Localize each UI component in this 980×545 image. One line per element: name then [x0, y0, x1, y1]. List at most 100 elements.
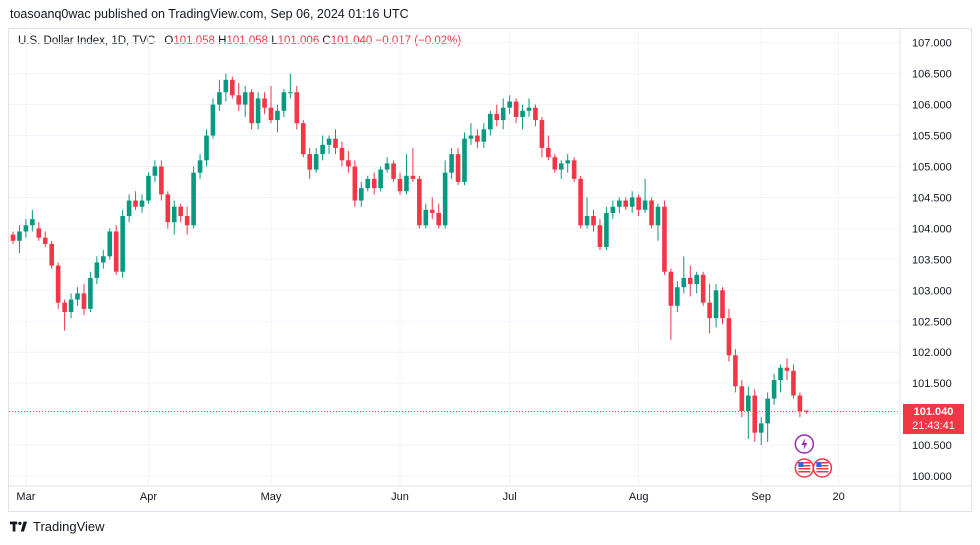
candle-body: [526, 107, 532, 111]
low-label: L: [271, 35, 278, 47]
last-price-tag: 101.040 21:43:41: [903, 404, 964, 434]
candle-body: [481, 129, 487, 142]
candle-body: [339, 147, 345, 161]
candle-body: [262, 98, 267, 108]
high-label: H: [218, 35, 227, 47]
x-tick-label: 20: [832, 491, 844, 503]
candle-body: [784, 367, 790, 371]
y-tick-label: 104.000: [912, 223, 952, 235]
candle-body: [113, 231, 119, 272]
candle-body: [352, 166, 358, 201]
us-flag-stripe: [816, 462, 829, 464]
y-tick-label: 100.500: [912, 440, 952, 452]
us-flag-canton: [816, 462, 822, 467]
candle-body: [120, 216, 125, 272]
candle-body: [468, 135, 474, 139]
candle-body: [204, 135, 209, 161]
candle-body: [423, 209, 429, 226]
candle-body: [558, 163, 564, 170]
candle-body: [797, 395, 803, 412]
y-tick-label: 102.500: [912, 316, 952, 328]
us-flag-canton: [798, 462, 804, 467]
x-tick-label: Apr: [140, 491, 157, 503]
symbol-label[interactable]: U.S. Dollar Index, 1D, TVC: [18, 35, 156, 47]
candle-body: [139, 200, 145, 207]
candle-body: [475, 135, 480, 142]
candle-body: [191, 172, 196, 226]
candle-body: [752, 395, 758, 433]
candle-body: [507, 101, 512, 108]
candle-body: [88, 277, 93, 309]
candle-body: [294, 92, 300, 124]
open-value: 101.058: [173, 35, 215, 47]
candle-body: [171, 206, 177, 223]
candle-body: [578, 178, 583, 226]
candle-body: [571, 160, 577, 179]
candle-body: [687, 277, 693, 285]
y-tick-label: 105.000: [912, 162, 952, 174]
us-flag-stripe: [798, 462, 811, 464]
candle-body: [539, 120, 545, 148]
y-tick-label: 104.500: [912, 192, 952, 204]
candle-body: [242, 92, 248, 105]
y-tick-label: 106.000: [912, 100, 952, 112]
candle-body: [584, 216, 590, 226]
open-label: O: [164, 35, 174, 47]
candle-body: [300, 123, 306, 155]
candle-body: [17, 231, 22, 241]
candle-body: [371, 178, 377, 189]
footer-brand[interactable]: TradingView: [10, 519, 105, 534]
candle-body: [217, 92, 222, 105]
candle-body: [662, 206, 667, 272]
candle-body: [565, 160, 570, 164]
high-value: 101.058: [226, 35, 269, 47]
y-tick-label: 102.000: [912, 347, 952, 359]
change-value: −0.017 (−0.02%): [375, 35, 462, 47]
candle-body: [23, 225, 29, 232]
candle-body: [791, 370, 796, 396]
candle-body: [771, 380, 777, 399]
candle-body: [488, 113, 493, 130]
candle-body: [320, 144, 325, 155]
candle-body: [165, 194, 171, 223]
tradingview-logo-icon: [10, 521, 28, 531]
candle-body: [455, 154, 461, 182]
candle-body: [236, 95, 242, 105]
last-price-value: 101.040: [913, 406, 954, 418]
candle-body: [404, 175, 409, 192]
y-tick-label: 101.500: [912, 378, 952, 390]
us-flag-stripe: [798, 468, 811, 470]
candle-body: [778, 367, 783, 381]
candle-body: [604, 212, 609, 247]
candle-body: [378, 169, 383, 189]
candle-body: [55, 265, 61, 303]
candle-body: [533, 107, 538, 121]
candle-body: [410, 175, 416, 179]
candle-body: [107, 231, 113, 257]
candle-body: [391, 163, 396, 179]
candle-body: [75, 293, 80, 300]
candle-body: [707, 302, 712, 319]
candle-body: [81, 293, 87, 309]
candle-body: [223, 79, 229, 93]
candle-body: [210, 104, 216, 136]
candle-body: [397, 178, 403, 192]
candle-body: [681, 277, 687, 288]
candle-body: [249, 92, 254, 124]
x-tick-label: Sep: [751, 491, 771, 503]
candle-body: [636, 197, 641, 210]
x-tick-label: May: [261, 491, 282, 503]
candle-body: [333, 138, 338, 148]
candle-body: [642, 200, 648, 210]
candle-body: [255, 98, 261, 124]
candle-body: [552, 157, 558, 170]
candle-body: [133, 200, 138, 207]
candle-body: [436, 212, 441, 226]
candle-body: [494, 113, 500, 121]
candle-body: [10, 234, 16, 241]
candle-body: [449, 154, 454, 173]
candle-body: [546, 147, 551, 158]
candle-body: [184, 216, 190, 226]
candle-body: [733, 355, 738, 387]
